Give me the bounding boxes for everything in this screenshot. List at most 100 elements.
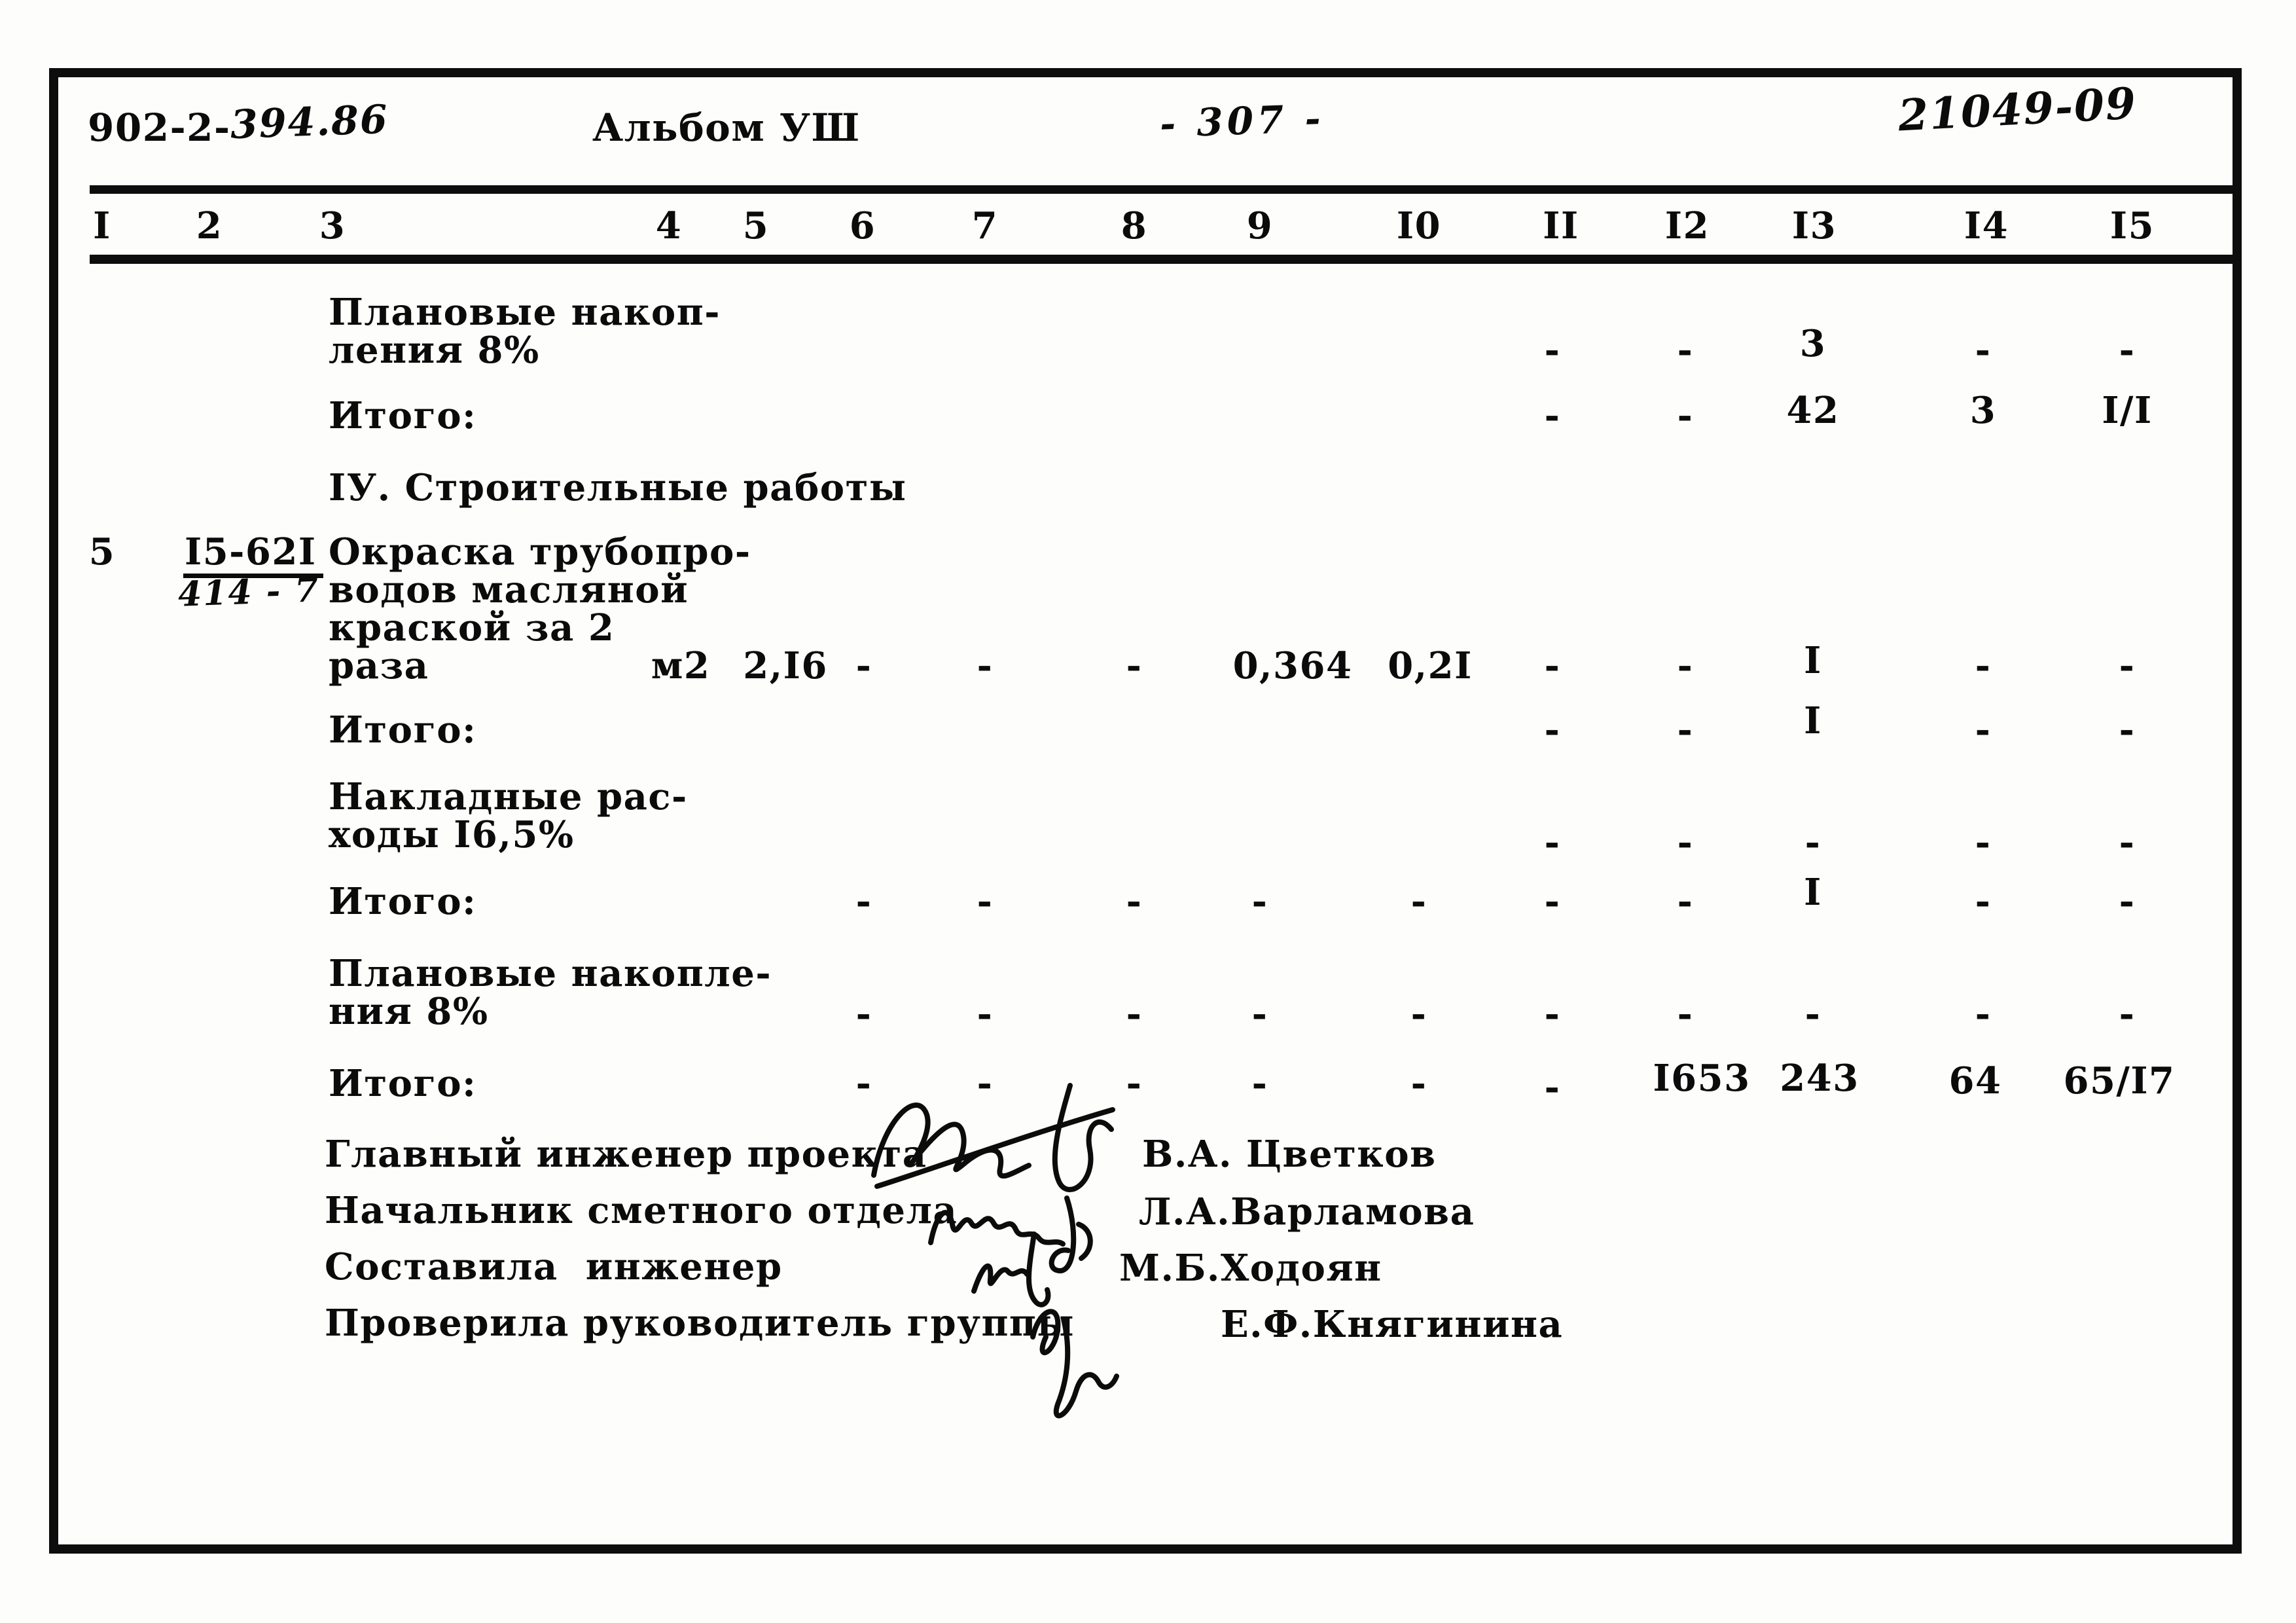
signature-khodoyan-scribble xyxy=(971,1231,1051,1307)
cell-r9-c11: - xyxy=(1544,1066,1561,1109)
signature-role-estimate-head: Начальник сметного отдела xyxy=(325,1189,958,1232)
cell-r6-c14: - xyxy=(1975,821,1992,864)
col-header-14: I4 xyxy=(1964,204,2009,247)
row-label-itogo: Итого: xyxy=(329,1062,477,1105)
cell-r4-c4-unit: м2 xyxy=(651,644,711,687)
row-label-itogo: Итого: xyxy=(329,394,477,437)
cell-r7-c10: - xyxy=(1410,880,1427,923)
signature-scribbles xyxy=(871,1083,1119,1419)
col-header-13: I3 xyxy=(1791,204,1837,247)
signature-knyaginina-scribble xyxy=(1030,1309,1119,1419)
cell-r4-c8: - xyxy=(1126,644,1143,687)
cell-r9-c8: - xyxy=(1126,1062,1143,1105)
work-description: краской за 2 xyxy=(329,606,615,649)
cell-r4-c7: - xyxy=(977,644,994,687)
signature-role-compiled-by: Составила инженер xyxy=(325,1245,783,1288)
row-label: ния 8% xyxy=(329,990,489,1033)
col-header-5: 5 xyxy=(742,204,770,247)
norm-reference-handwritten: 414 - 7 xyxy=(177,570,321,615)
cell-r8-c14: - xyxy=(1975,993,1992,1036)
doc-number-typed: 902-2- xyxy=(88,105,231,150)
cell-r8-c7: - xyxy=(977,993,994,1036)
col-header-2: 2 xyxy=(196,204,223,247)
col-header-4: 4 xyxy=(655,204,683,247)
cell-r7-c11: - xyxy=(1544,880,1561,923)
item-number: 5 xyxy=(88,530,116,574)
cell-r2-c11: - xyxy=(1544,394,1561,437)
section-title: IУ. Строительные работы xyxy=(329,466,907,509)
cell-r4-c11: - xyxy=(1544,644,1561,687)
work-description: раза xyxy=(329,644,429,687)
cell-r7-c9: - xyxy=(1251,880,1268,923)
cell-r4-c10: 0,2I xyxy=(1388,644,1473,687)
row-label: Плановые накоп- xyxy=(329,291,721,334)
signature-name-checked-by: Е.Ф.Княгинина xyxy=(1221,1303,1564,1346)
cell-r7-c14: - xyxy=(1975,880,1992,923)
cell-r2-c15: I/I xyxy=(2102,389,2153,432)
col-header-1: I xyxy=(93,204,111,247)
cell-r4-c9: 0,364 xyxy=(1232,644,1353,687)
row-label: Плановые накопле- xyxy=(329,952,772,995)
signature-name-chief-engineer: В.А. Цветков xyxy=(1142,1133,1437,1176)
cell-r6-c11: - xyxy=(1544,821,1561,864)
cell-r1-c13: 3 xyxy=(1799,322,1827,365)
signature-varlamova-scribble xyxy=(928,1195,1093,1273)
cell-r9-c12: I653 xyxy=(1653,1057,1751,1100)
col-header-6: 6 xyxy=(849,204,876,247)
archive-code: 21049-09 xyxy=(1897,77,2138,141)
cell-r7-c8: - xyxy=(1126,880,1143,923)
cell-r6-c12: - xyxy=(1677,821,1694,864)
col-header-12: I2 xyxy=(1664,204,1710,247)
header-rule-bottom xyxy=(90,255,2242,264)
cell-r4-c6: - xyxy=(855,644,872,687)
col-header-9: 9 xyxy=(1246,204,1274,247)
row-label-itogo: Итого: xyxy=(329,708,477,752)
row-label: ходы I6,5% xyxy=(329,813,575,856)
cell-r4-c13: I xyxy=(1804,639,1822,682)
cell-r5-c15: - xyxy=(2119,708,2136,752)
cell-r8-c10: - xyxy=(1410,993,1427,1036)
cell-r4-c15: - xyxy=(2119,644,2136,687)
album-label: Альбом УШ xyxy=(592,105,861,150)
cell-r8-c6: - xyxy=(855,993,872,1036)
col-header-10: I0 xyxy=(1396,204,1442,247)
cell-r4-c12: - xyxy=(1677,644,1694,687)
cell-r9-c7: - xyxy=(977,1062,994,1105)
col-header-8: 8 xyxy=(1121,204,1148,247)
doc-number-handwritten: 394.86 xyxy=(229,96,389,149)
cell-r7-c13: I xyxy=(1804,871,1822,914)
signature-tsvetkov-scribble xyxy=(871,1083,1115,1192)
cell-r7-c15: - xyxy=(2119,880,2136,923)
work-description: Окраска трубопро- xyxy=(329,530,751,574)
cell-r7-c12: - xyxy=(1677,880,1694,923)
col-header-3: 3 xyxy=(319,204,346,247)
signature-name-compiled-by: М.Б.Ходоян xyxy=(1119,1247,1382,1290)
col-header-7: 7 xyxy=(971,204,999,247)
cell-r5-c11: - xyxy=(1544,708,1561,752)
cell-r8-c9: - xyxy=(1251,993,1268,1036)
page-frame xyxy=(49,68,2242,1554)
work-description: водов масляной xyxy=(329,568,689,611)
cell-r9-c9: - xyxy=(1251,1062,1268,1105)
cell-r9-c13: 243 xyxy=(1780,1057,1859,1100)
cell-r2-c14: 3 xyxy=(1969,389,1997,432)
cell-r9-c15: 65/I7 xyxy=(2063,1059,2176,1103)
cell-r5-c14: - xyxy=(1975,708,1992,752)
cell-r4-c5: 2,I6 xyxy=(743,644,828,687)
cell-r1-c15: - xyxy=(2119,329,2136,372)
norm-reference-typed: I5-62I xyxy=(183,533,323,578)
page-number: - 307 - xyxy=(1158,96,1325,147)
cell-r6-c15: - xyxy=(2119,821,2136,864)
cell-r8-c8: - xyxy=(1126,993,1143,1036)
cell-r4-c14: - xyxy=(1975,644,1992,687)
cell-r8-c13: - xyxy=(1804,993,1821,1036)
cell-r1-c12: - xyxy=(1677,329,1694,372)
cell-r8-c11: - xyxy=(1544,993,1561,1036)
cell-r5-c12: - xyxy=(1677,708,1694,752)
cell-r5-c13: I xyxy=(1804,699,1822,742)
header-rule-top xyxy=(90,185,2242,194)
cell-r2-c13: 42 xyxy=(1786,389,1840,432)
col-header-11: II xyxy=(1543,204,1579,247)
signature-role-chief-engineer: Главный инженер проекта xyxy=(325,1133,927,1176)
